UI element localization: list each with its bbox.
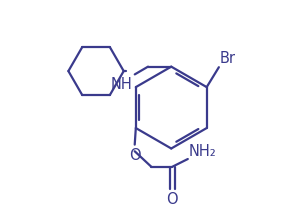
Text: NH: NH xyxy=(111,77,133,92)
Text: O: O xyxy=(129,148,141,163)
Text: O: O xyxy=(166,192,178,207)
Text: NH₂: NH₂ xyxy=(189,144,217,159)
Text: Br: Br xyxy=(220,51,236,66)
